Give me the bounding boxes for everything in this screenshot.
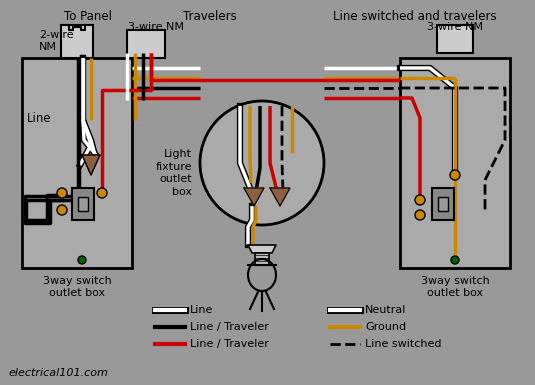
Circle shape: [451, 256, 459, 264]
Bar: [437, 25, 473, 53]
Polygon shape: [244, 188, 264, 206]
Circle shape: [200, 101, 324, 225]
Text: Line: Line: [27, 112, 51, 124]
Bar: [127, 30, 165, 58]
Circle shape: [450, 170, 460, 180]
Text: Line switched and travelers: Line switched and travelers: [333, 10, 497, 23]
Polygon shape: [248, 245, 276, 253]
Text: Travelers: Travelers: [183, 10, 237, 23]
Circle shape: [57, 188, 67, 198]
Circle shape: [415, 195, 425, 205]
Polygon shape: [270, 188, 290, 206]
Text: Neutral: Neutral: [365, 305, 407, 315]
Bar: [400, 58, 510, 268]
Text: Line / Traveler: Line / Traveler: [190, 339, 269, 349]
Bar: [78, 197, 88, 211]
Text: 3way switch
outlet box: 3way switch outlet box: [43, 276, 111, 298]
Bar: [255, 253, 269, 265]
Text: Line switched: Line switched: [365, 339, 441, 349]
Bar: [22, 58, 132, 268]
Circle shape: [97, 188, 107, 198]
Bar: [61, 25, 93, 58]
Bar: [438, 197, 448, 211]
Bar: [432, 188, 454, 220]
Circle shape: [57, 205, 67, 215]
Polygon shape: [82, 155, 100, 175]
Text: electrical101.com: electrical101.com: [8, 368, 108, 378]
Circle shape: [78, 256, 86, 264]
Bar: [72, 188, 94, 220]
Text: 3-wire NM: 3-wire NM: [427, 22, 483, 32]
Text: Line / Traveler: Line / Traveler: [190, 322, 269, 332]
Text: To Panel: To Panel: [64, 10, 112, 23]
Text: 2-wire
NM: 2-wire NM: [39, 30, 74, 52]
Text: Line: Line: [190, 305, 213, 315]
Text: Ground: Ground: [365, 322, 406, 332]
Circle shape: [415, 210, 425, 220]
Text: Light
fixture
outlet
box: Light fixture outlet box: [156, 149, 192, 197]
Text: 3-wire NM: 3-wire NM: [128, 22, 184, 32]
Text: 3way switch
outlet box: 3way switch outlet box: [421, 276, 490, 298]
